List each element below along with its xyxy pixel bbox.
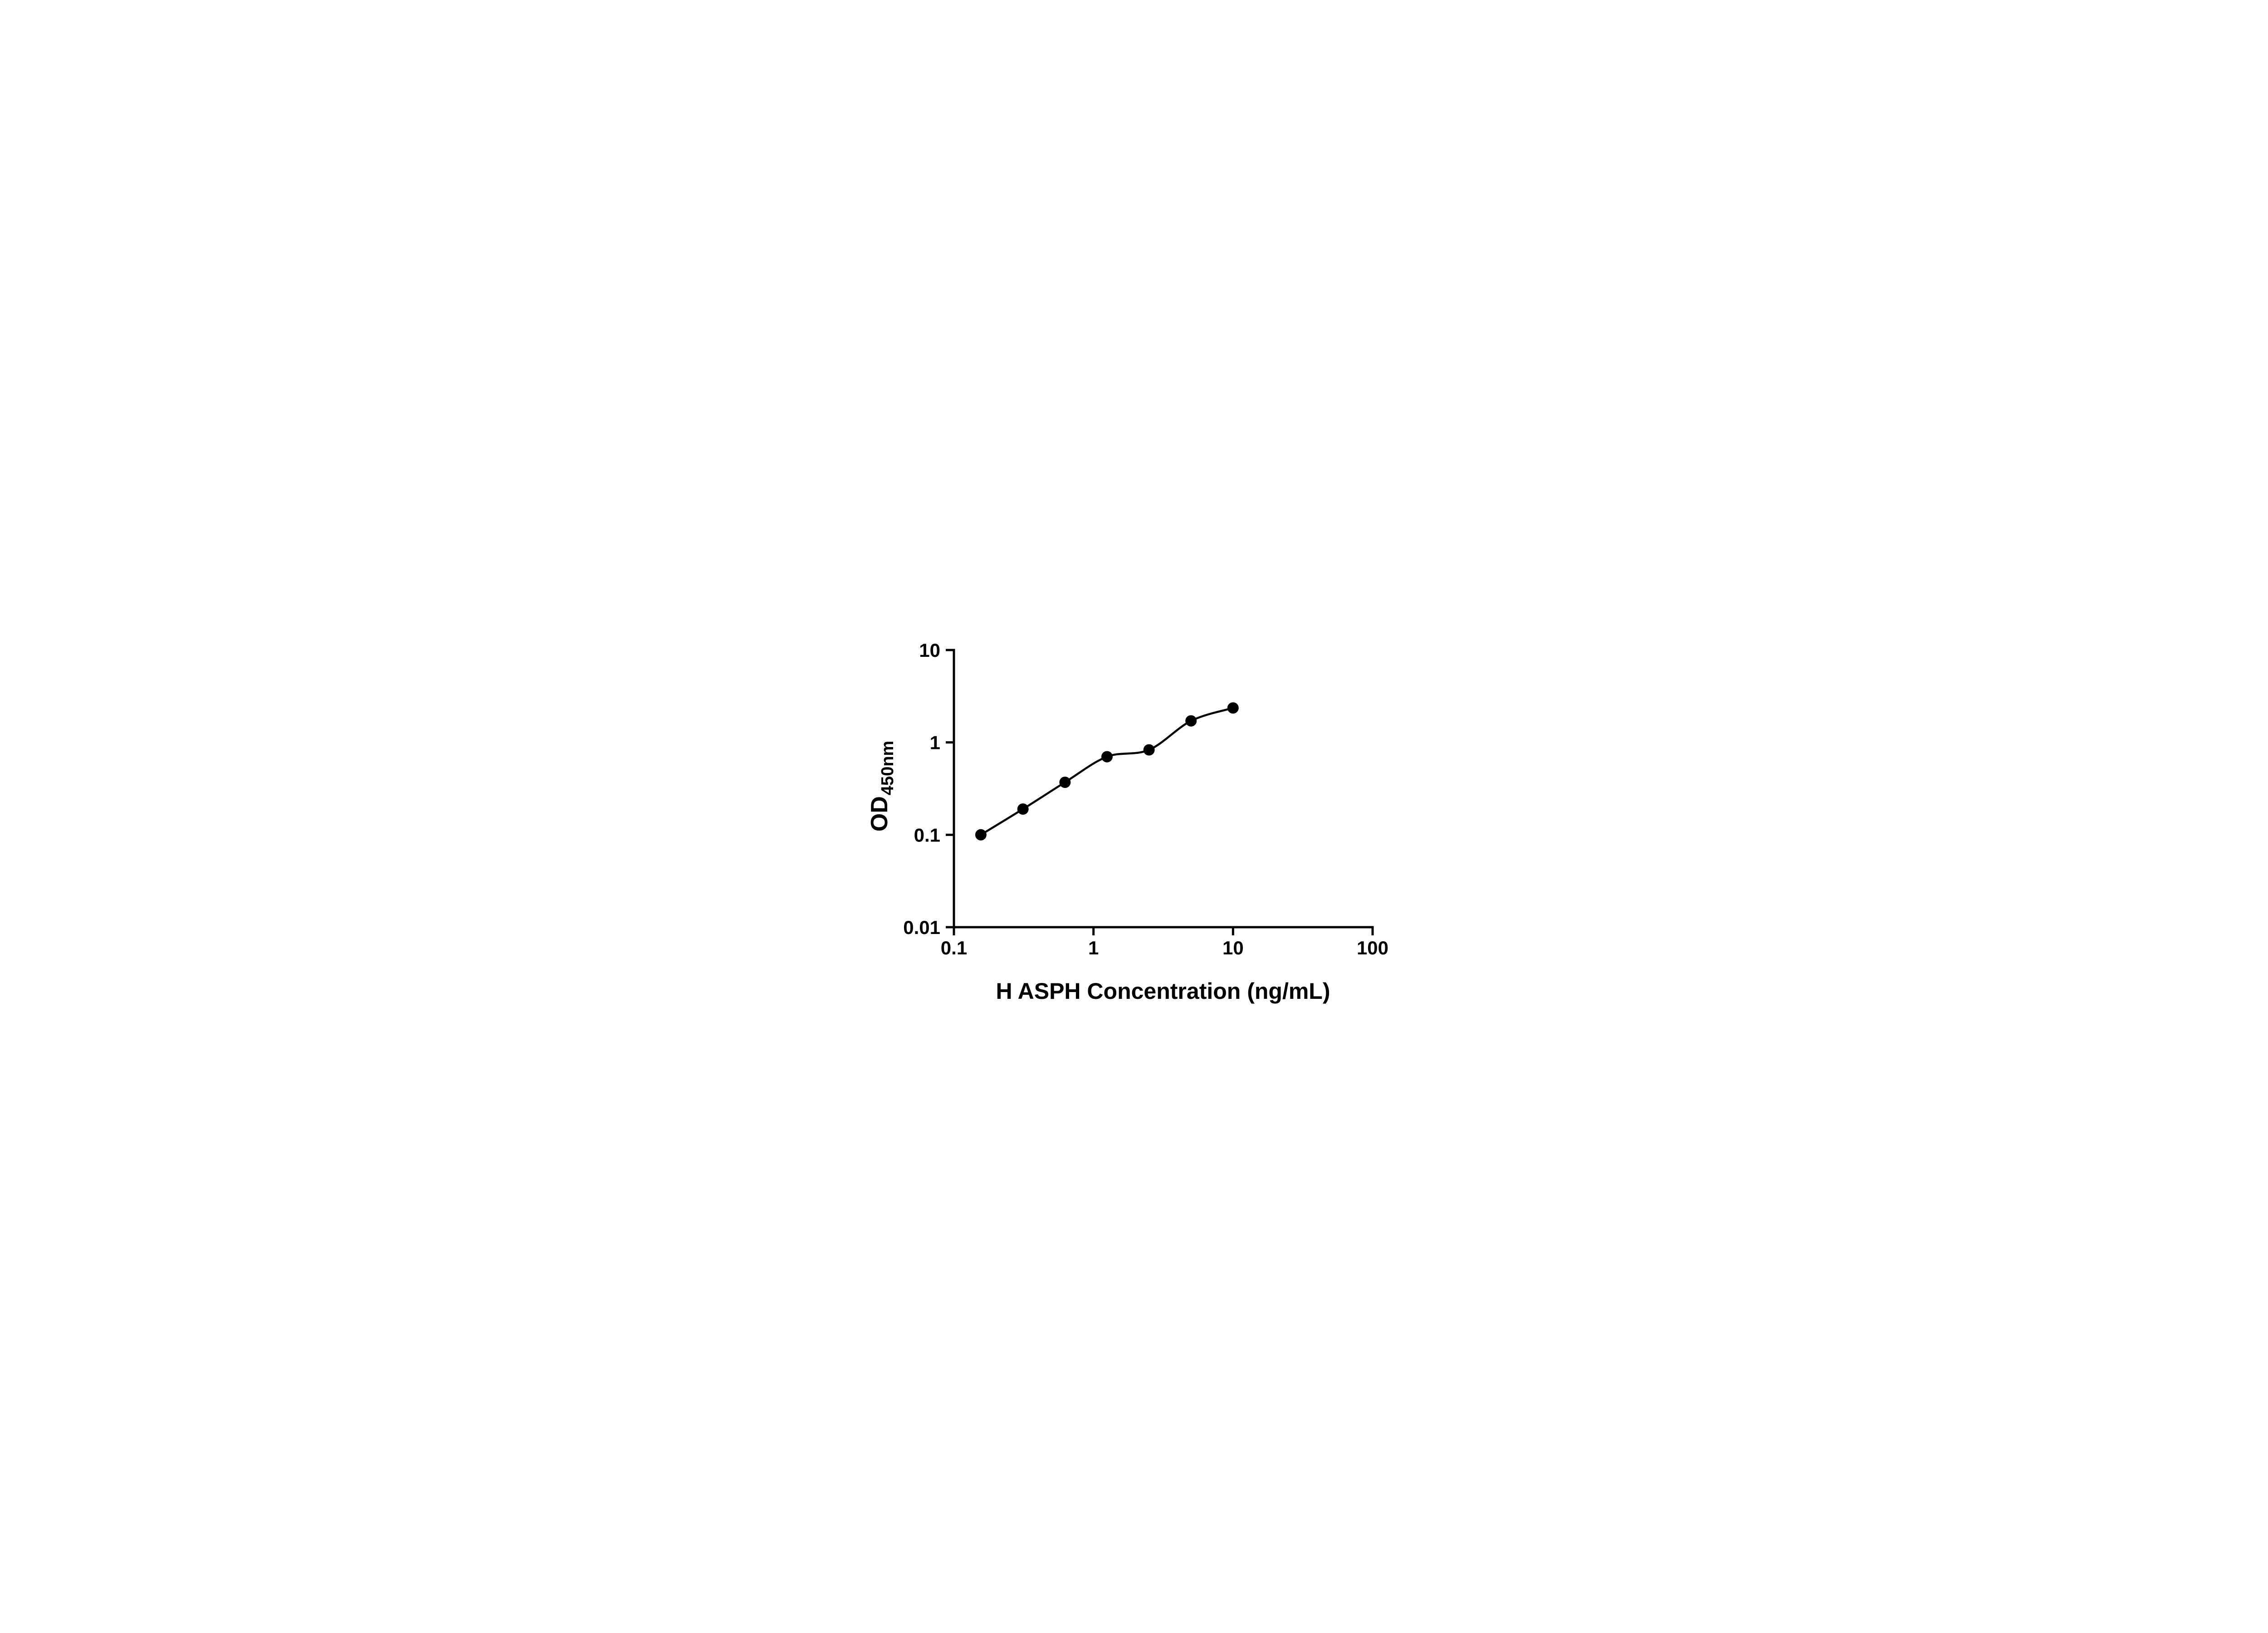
data-point — [1227, 702, 1239, 714]
series-layer — [975, 702, 1239, 841]
y-tick-label: 0.1 — [914, 824, 940, 846]
data-point — [975, 829, 987, 841]
y-axis-title-subscript: 450nm — [878, 741, 897, 795]
data-point — [1101, 751, 1113, 763]
y-axis-title: OD450nm — [866, 741, 897, 831]
x-tick-label: 10 — [1222, 937, 1243, 958]
y-tick-label: 0.01 — [903, 917, 940, 938]
x-tick-label: 100 — [1356, 937, 1388, 958]
data-point — [1017, 803, 1029, 815]
data-point — [1185, 715, 1197, 727]
x-axis-title: H ASPH Concentration (ng/mL) — [996, 978, 1330, 1004]
y-tick-label: 10 — [919, 640, 940, 661]
y-tick-label: 1 — [929, 732, 940, 753]
data-point — [1143, 744, 1155, 756]
x-tick-label: 1 — [1088, 937, 1098, 958]
axis-lines — [953, 649, 1374, 929]
axes-layer — [953, 649, 1374, 929]
fit-curve — [980, 707, 1233, 836]
x-tick-label: 0.1 — [940, 937, 967, 958]
elisa-standard-curve-figure: 0.1 1 10 100 0.01 0.1 1 10 H ASPH Concentration… — [842, 612, 1426, 1021]
y-axis-title-main: OD — [866, 796, 893, 831]
data-point — [1059, 777, 1070, 788]
